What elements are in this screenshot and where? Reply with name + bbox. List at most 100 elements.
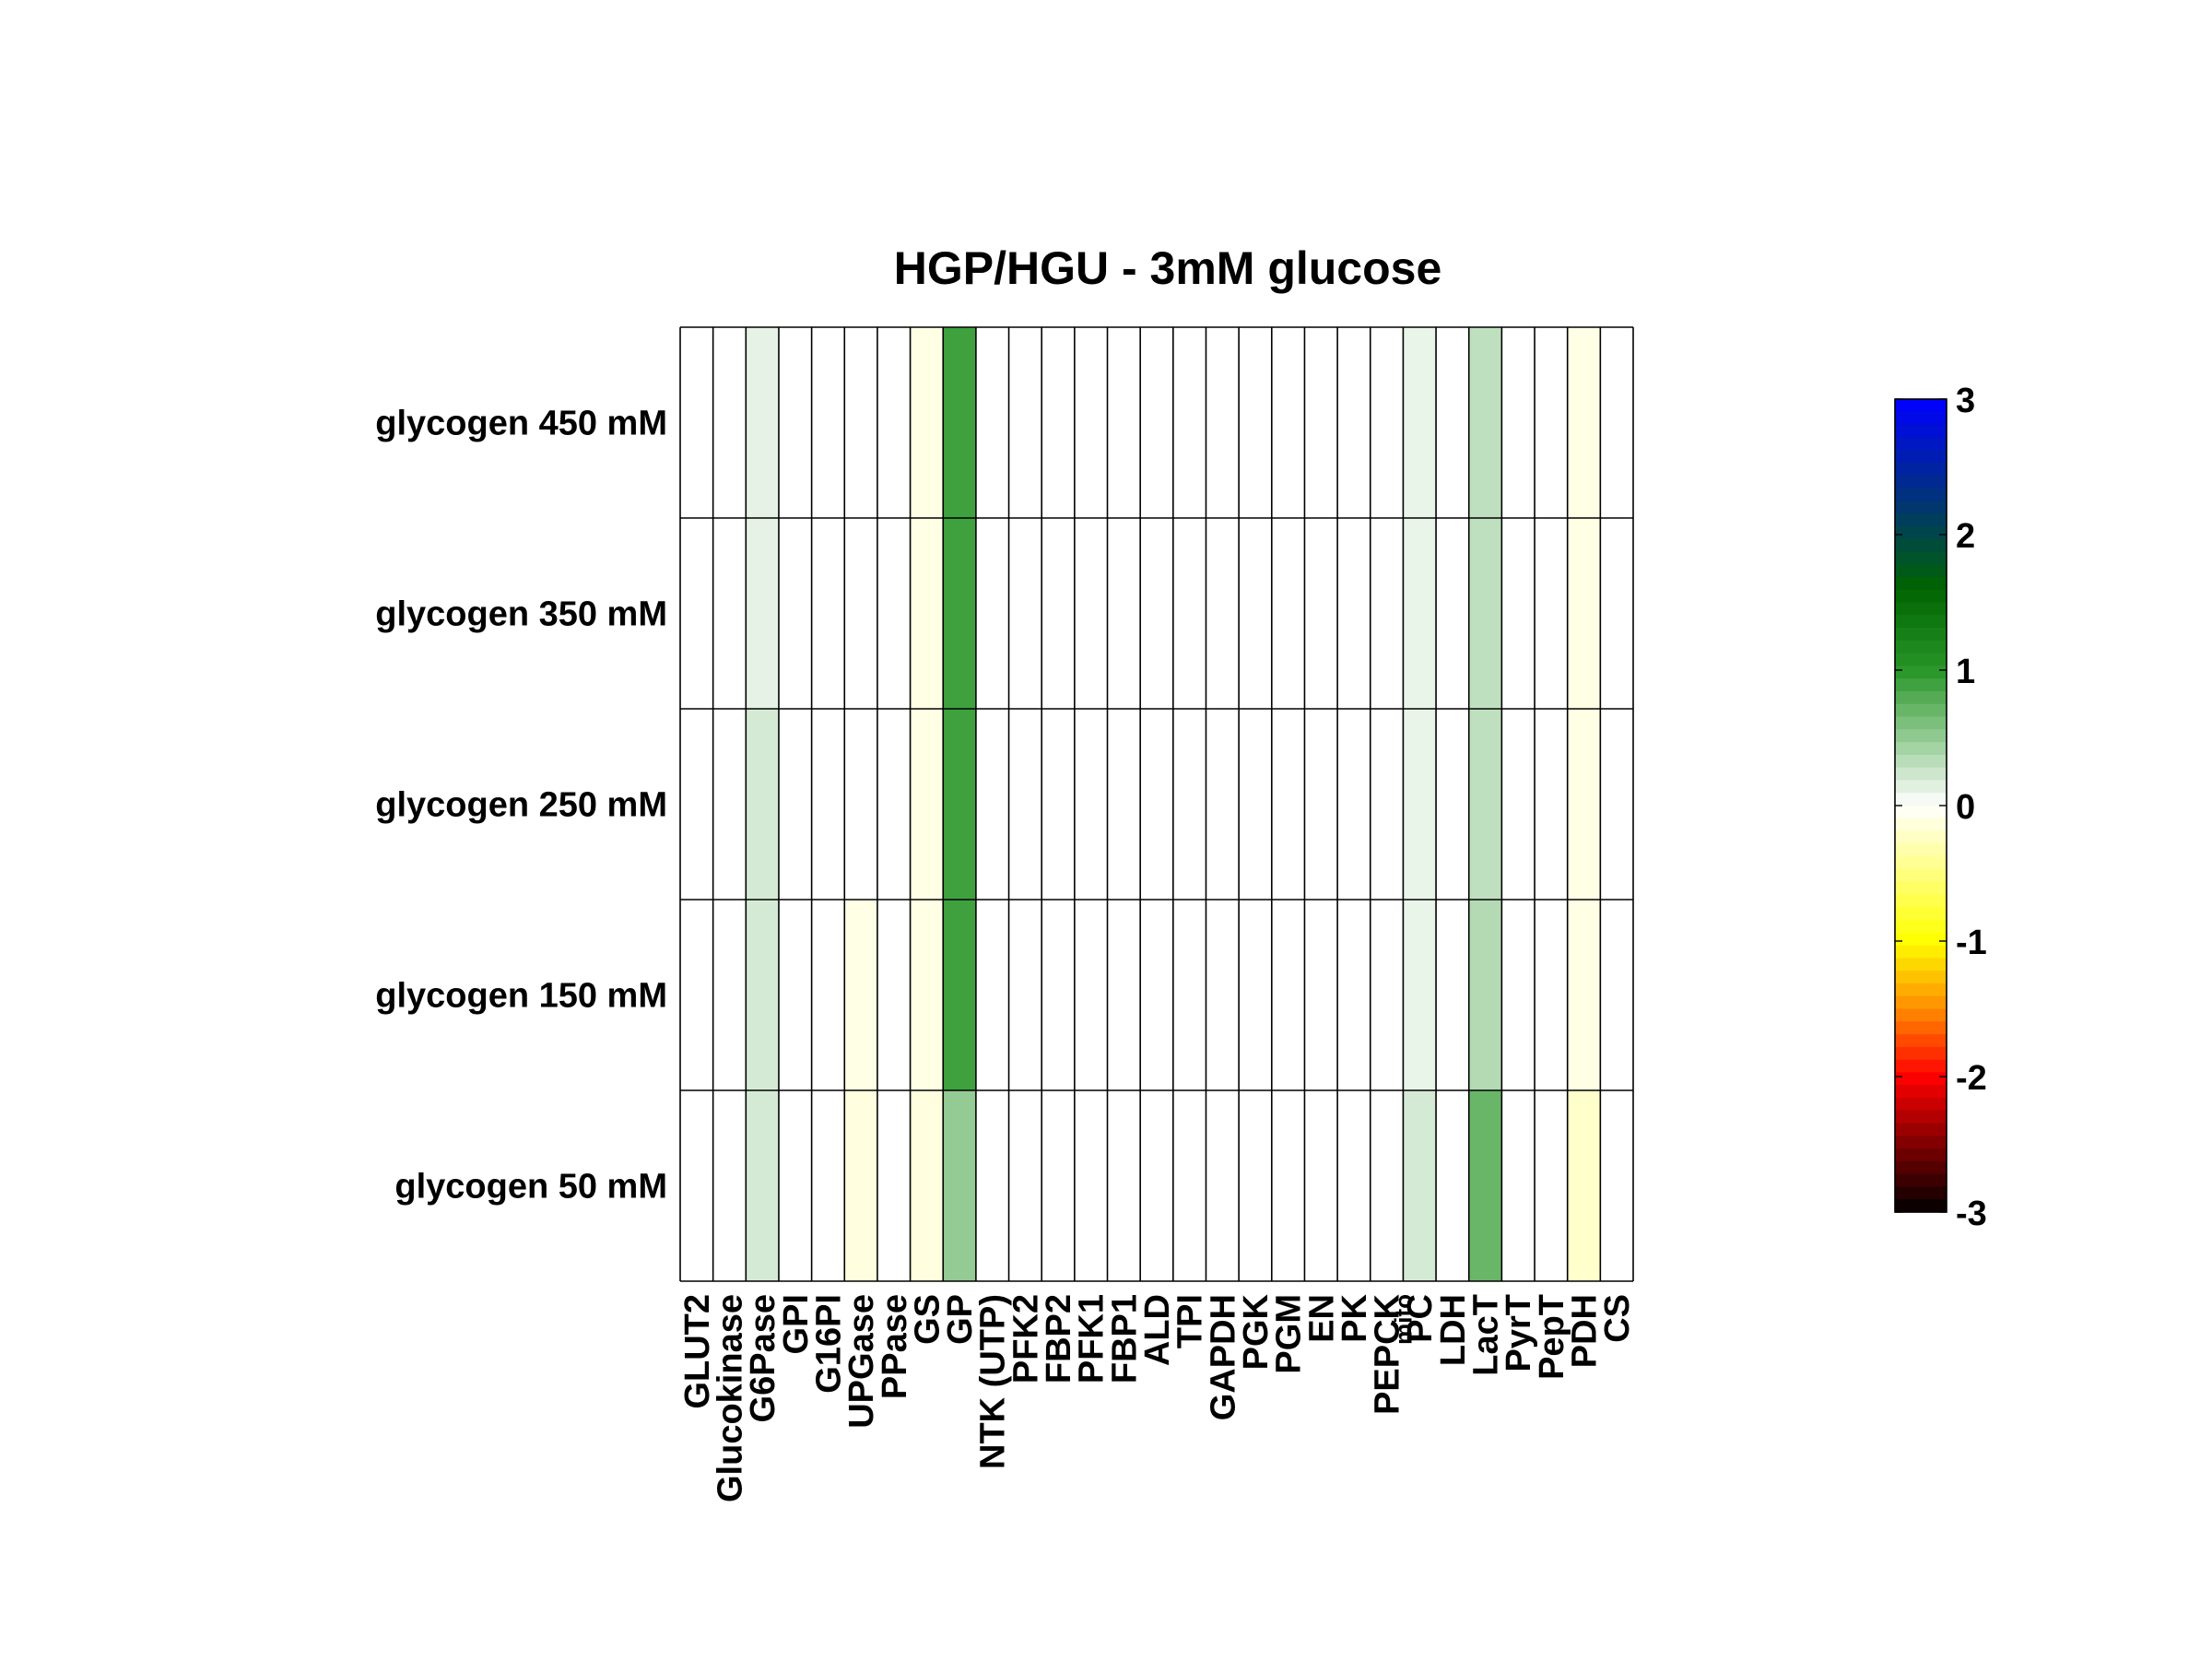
column-label: PK — [1335, 1293, 1374, 1342]
column-label: ALD — [1138, 1294, 1177, 1366]
heatmap-cell — [1567, 1090, 1601, 1282]
column-label: GLUT2 — [678, 1294, 717, 1409]
heatmap-cell — [712, 327, 747, 519]
column-label: PPase — [876, 1294, 914, 1399]
colorbar-segment — [1895, 856, 1947, 870]
heatmap-cell — [1172, 1090, 1206, 1282]
heatmap-cell — [1370, 327, 1404, 519]
heatmap-cell — [1403, 900, 1437, 1091]
colorbar-segment — [1895, 678, 1947, 692]
heatmap-cell — [1041, 1090, 1076, 1282]
heatmap-cell — [1403, 518, 1437, 710]
heatmap-cell — [1239, 327, 1273, 519]
column-label: TPI — [1171, 1294, 1210, 1348]
colorbar-segment — [1895, 488, 1947, 501]
heatmap-cell — [1271, 327, 1305, 519]
colorbar-tick-label: 3 — [1956, 382, 1975, 420]
heatmap-cell — [1436, 709, 1470, 901]
heatmap-cell — [680, 709, 714, 901]
colorbar-segment — [1895, 640, 1947, 654]
heatmap-cell — [1271, 1090, 1305, 1282]
heatmap-cell — [746, 900, 780, 1091]
heatmap-cell — [712, 518, 747, 710]
colorbar-segment — [1895, 589, 1947, 604]
heatmap-cell — [1403, 327, 1437, 519]
heatmap-cell — [746, 518, 780, 710]
heatmap-cell — [1468, 518, 1502, 710]
colorbar-segment — [1895, 1021, 1947, 1035]
heatmap-cell — [1206, 900, 1240, 1091]
column-label: PEPCK — [1369, 1293, 1407, 1414]
colorbar-tick-label: -3 — [1956, 1195, 1987, 1233]
heatmap-cell — [1600, 709, 1634, 901]
row-label: glycogen 350 mM — [375, 595, 667, 634]
heatmap-cell — [1535, 709, 1569, 901]
colorbar-tick-label: 0 — [1956, 788, 1975, 827]
column-label: G16PI — [809, 1294, 848, 1394]
colorbar-segment — [1895, 1072, 1947, 1086]
heatmap-cell — [1370, 1090, 1404, 1282]
colorbar-segment — [1895, 1199, 1947, 1213]
heatmap-cell — [1140, 327, 1174, 519]
colorbar-segment — [1895, 1186, 1947, 1200]
heatmap-cell — [1239, 1090, 1273, 1282]
colorbar-segment — [1895, 971, 1947, 984]
heatmap-cell — [975, 900, 1010, 1091]
heatmap-cell — [712, 709, 747, 901]
heatmap-cell — [1304, 518, 1338, 710]
column-label: FBP1 — [1105, 1294, 1144, 1383]
heatmap-cell — [1567, 709, 1601, 901]
colorbar-segment — [1895, 665, 1947, 679]
heatmap-cell — [1206, 709, 1240, 901]
heatmap-cell — [778, 900, 813, 1091]
colorbar-segment — [1895, 513, 1947, 527]
colorbar-segment — [1895, 424, 1947, 438]
colorbar-segment — [1895, 983, 1947, 997]
heatmap-cell — [1140, 709, 1174, 901]
column-label: PGK — [1237, 1293, 1276, 1370]
heatmap-cell — [1501, 900, 1535, 1091]
heatmap-cell — [1008, 900, 1042, 1091]
colorbar-segment — [1895, 653, 1947, 667]
heatmap-cell — [811, 1090, 845, 1282]
heatmap-cell — [1600, 327, 1634, 519]
column-label: PFK1 — [1073, 1294, 1112, 1383]
colorbar-segment — [1895, 742, 1947, 756]
column-label: GP — [941, 1294, 980, 1345]
colorbar-segment — [1895, 703, 1947, 718]
column-label: PepT — [1533, 1294, 1571, 1380]
heatmap-cell — [877, 518, 912, 710]
heatmap-cell — [811, 900, 845, 1091]
heatmap-cell — [1436, 518, 1470, 710]
heatmap-cell — [910, 327, 944, 519]
heatmap-cell — [1107, 900, 1141, 1091]
heatmap-cell — [910, 518, 944, 710]
heatmap-cell — [1074, 1090, 1109, 1282]
heatmap-cell — [1304, 900, 1338, 1091]
heatmap-cell — [1337, 1090, 1371, 1282]
heatmap-cell — [1337, 709, 1371, 901]
heatmap-cell — [943, 709, 977, 901]
heatmap-cell — [1370, 518, 1404, 710]
column-label: GPI — [777, 1294, 816, 1354]
heatmap-cell — [877, 327, 912, 519]
column-label-subscript: mito — [1390, 1294, 1418, 1345]
colorbar-segment — [1895, 500, 1947, 514]
heatmap-cell — [1206, 327, 1240, 519]
heatmap-cell — [1172, 518, 1206, 710]
heatmap-cell — [1337, 900, 1371, 1091]
row-label: glycogen 450 mM — [375, 405, 667, 443]
heatmap-cell — [1501, 709, 1535, 901]
colorbar-segment — [1895, 450, 1947, 464]
column-label: EN — [1302, 1294, 1341, 1343]
colorbar-segment — [1895, 602, 1947, 616]
colorbar-segment — [1895, 729, 1947, 743]
heatmap-cell — [844, 900, 878, 1091]
row-label: glycogen 50 mM — [394, 1168, 667, 1207]
column-label: Glucokinase — [711, 1294, 749, 1502]
heatmap-cell — [1304, 1090, 1338, 1282]
heatmap-grid — [679, 326, 1634, 1282]
colorbar-segment — [1895, 767, 1947, 782]
colorbar-segment — [1895, 843, 1947, 857]
colorbar-segment — [1895, 690, 1947, 705]
